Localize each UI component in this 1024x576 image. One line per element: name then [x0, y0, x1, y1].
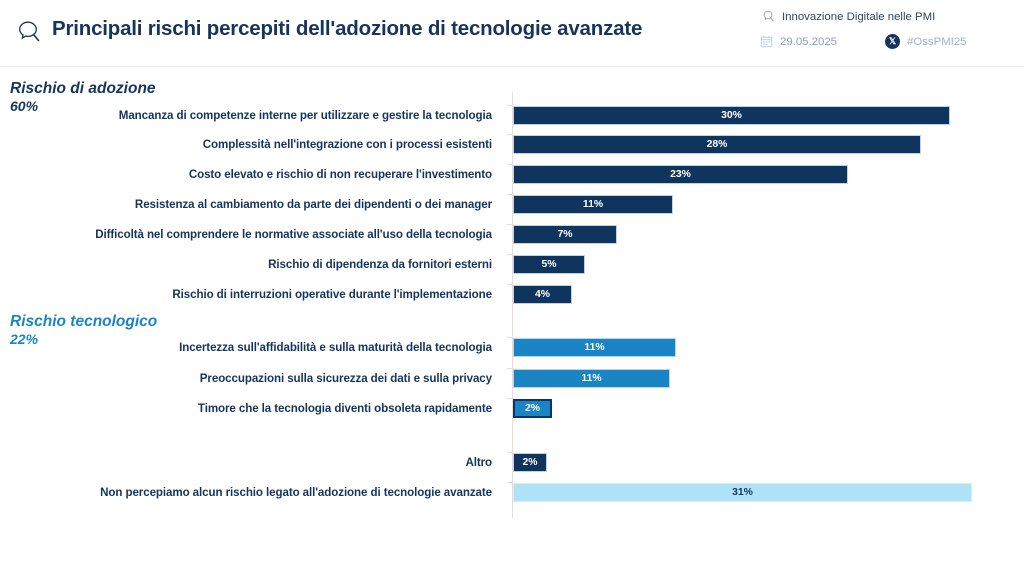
- x-twitter-icon: 𝕏: [885, 34, 901, 49]
- bar-value: 11%: [513, 369, 670, 388]
- header-meta: Innovazione Digitale nelle PMI: [744, 10, 1010, 58]
- axis-tick: [507, 368, 512, 369]
- table-row: Costo elevato e rischio di non recuperar…: [0, 162, 1024, 186]
- table-row: Difficoltà nel comprendere le normative …: [0, 222, 1024, 246]
- bar-label: Mancanza di competenze interne per utili…: [118, 108, 492, 122]
- bar-label: Costo elevato e rischio di non recuperar…: [188, 167, 492, 181]
- calendar-icon: [760, 35, 773, 48]
- axis-tick: [507, 452, 512, 453]
- axis-tick: [507, 224, 512, 225]
- table-row: Altro 2%: [0, 450, 1024, 474]
- axis-tick: [507, 482, 512, 483]
- axis-tick: [507, 194, 512, 195]
- table-row: Rischio di dipendenza da fornitori ester…: [0, 252, 1024, 276]
- axis-tick: [507, 284, 512, 285]
- table-row: Complessità nell'integrazione con i proc…: [0, 132, 1024, 156]
- table-row: Resistenza al cambiamento da parte dei d…: [0, 192, 1024, 216]
- page-title: Principali rischi percepiti dell'adozion…: [52, 17, 643, 40]
- bar-value: 11%: [513, 195, 673, 214]
- meta-observatory-label: Innovazione Digitale nelle PMI: [782, 10, 936, 23]
- magnifier-speech-icon: [16, 19, 42, 45]
- axis-tick: [507, 105, 512, 106]
- bar-label: Non percepiamo alcun rischio legato all'…: [100, 485, 492, 499]
- magnifier-speech-icon: [762, 10, 775, 23]
- bar-value: 4%: [513, 285, 572, 304]
- table-row: Mancanza di competenze interne per utili…: [0, 103, 1024, 127]
- axis-tick: [507, 337, 512, 338]
- bar-label: Timore che la tecnologia diventi obsolet…: [197, 401, 492, 415]
- header-divider: [0, 66, 1024, 67]
- bar-label: Complessità nell'integrazione con i proc…: [202, 137, 492, 151]
- bar-value: 23%: [513, 165, 848, 184]
- bar-label: Rischio di dipendenza da fornitori ester…: [268, 257, 492, 271]
- bar-value: 11%: [513, 338, 676, 357]
- table-row: Incertezza sull'affidabilità e sulla mat…: [0, 335, 1024, 359]
- bar-value: 2%: [513, 453, 547, 472]
- table-row: Rischio di interruzioni operative durant…: [0, 282, 1024, 306]
- meta-hashtag: #OssPMI25: [907, 35, 967, 48]
- table-row: Timore che la tecnologia diventi obsolet…: [0, 396, 1024, 420]
- bar-label: Preoccupazioni sulla sicurezza dei dati …: [199, 371, 492, 385]
- bar-value: 31%: [513, 483, 972, 502]
- bar-value: 2%: [513, 399, 552, 418]
- meta-observatory: Innovazione Digitale nelle PMI: [762, 10, 935, 23]
- group-label-rischio-adozione: Rischio di adozione 60%: [10, 80, 156, 114]
- meta-date-hashtag: 29.05.2025 𝕏 #OssPMI25: [760, 34, 967, 49]
- chart-axis-line: [512, 92, 513, 518]
- bar-value: 28%: [513, 135, 921, 154]
- axis-tick: [507, 134, 512, 135]
- bar-value: 5%: [513, 255, 585, 274]
- slide-footer: POLIMISCHOOL OF MANAGEMENT osservatori.n…: [0, 520, 1024, 576]
- meta-date: 29.05.2025: [780, 35, 838, 48]
- axis-tick: [507, 398, 512, 399]
- bar-label: Difficoltà nel comprendere le normative …: [95, 227, 492, 241]
- group-label-rischio-tecnologico: Rischio tecnologico 22%: [10, 313, 158, 347]
- table-row: Non percepiamo alcun rischio legato all'…: [0, 480, 1024, 504]
- axis-tick: [507, 164, 512, 165]
- slide-header: Principali rischi percepiti dell'adozion…: [0, 0, 1024, 67]
- axis-tick: [507, 254, 512, 255]
- bar-label: Altro: [465, 455, 492, 469]
- bar-value: 7%: [513, 225, 617, 244]
- table-row: Preoccupazioni sulla sicurezza dei dati …: [0, 366, 1024, 390]
- bar-label: Incertezza sull'affidabilità e sulla mat…: [179, 340, 492, 354]
- bar-value: 30%: [513, 106, 950, 125]
- bar-label: Rischio di interruzioni operative durant…: [172, 287, 492, 301]
- bar-label: Resistenza al cambiamento da parte dei d…: [134, 197, 492, 211]
- bar-chart: Rischio di adozione 60% Rischio tecnolog…: [0, 70, 1024, 518]
